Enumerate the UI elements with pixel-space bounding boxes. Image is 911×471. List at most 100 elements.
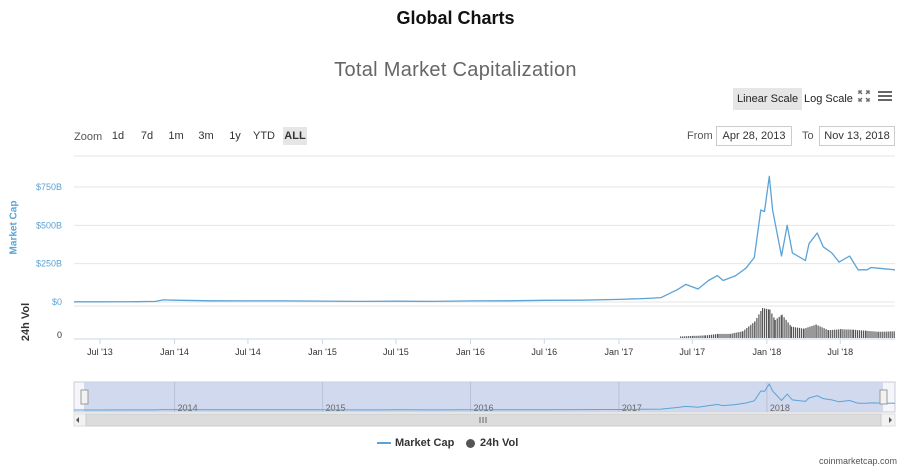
volume-bar <box>819 326 821 338</box>
navigator-selection[interactable] <box>84 382 883 412</box>
volume-bar <box>809 326 811 338</box>
x-tick-label: Jul '17 <box>679 347 705 357</box>
volume-bar <box>725 333 727 338</box>
scroll-left-icon[interactable] <box>76 417 79 423</box>
zoom-button-1y[interactable]: 1y <box>229 130 241 142</box>
volume-bar <box>881 331 883 338</box>
volume-bar <box>762 308 764 338</box>
range-from-label: From <box>687 130 713 142</box>
volume-bar <box>721 333 723 338</box>
volume-bar <box>836 329 838 338</box>
volume-bar <box>748 326 750 338</box>
zoom-label: Zoom <box>74 131 103 143</box>
zoom-button-3m[interactable]: 3m <box>198 130 214 142</box>
volume-bar <box>783 317 785 338</box>
volume-bar <box>688 336 690 338</box>
volume-bar <box>778 316 780 338</box>
volume-bar <box>885 331 887 338</box>
y-tick-label: $500B <box>36 220 62 230</box>
volume-bar <box>887 331 889 338</box>
volume-bar <box>875 331 877 338</box>
volume-bar <box>823 328 825 338</box>
fullscreen-icon[interactable] <box>858 90 870 102</box>
volume-bar <box>889 331 891 338</box>
legend-label-market-cap: Market Cap <box>395 437 455 449</box>
volume-bar <box>891 331 893 338</box>
volume-bar <box>842 329 844 338</box>
chart-title: Total Market Capitalization <box>334 59 577 81</box>
volume-bar <box>834 329 836 338</box>
volume-bar <box>742 331 744 338</box>
menu-icon[interactable] <box>878 90 892 102</box>
zoom-button-1d[interactable]: 1d <box>111 130 125 142</box>
volume-bar <box>854 329 856 338</box>
volume-bar <box>869 331 871 338</box>
volume-bar <box>860 330 862 338</box>
x-tick-label: Jul '14 <box>235 347 261 357</box>
volume-bar <box>893 331 895 338</box>
volume-bar <box>792 326 794 338</box>
volume-bar <box>787 322 789 338</box>
volume-bar <box>764 308 766 338</box>
volume-bar <box>850 329 852 338</box>
volume-bar <box>729 333 731 338</box>
volume-bar <box>719 333 721 338</box>
volume-bar <box>739 331 741 338</box>
navigator-year-label: 2017 <box>622 403 642 413</box>
volume-bar <box>790 326 792 338</box>
volume-bar <box>811 326 813 338</box>
volume-bar <box>828 330 830 338</box>
zoom-button-all[interactable]: ALL <box>283 127 307 145</box>
volume-bar <box>800 328 802 338</box>
volume-bar <box>798 327 800 338</box>
y-tick-label: $250B <box>36 259 62 269</box>
volume-bar <box>714 334 717 338</box>
zoom-button-7d[interactable]: 7d <box>140 130 154 142</box>
volume-bar <box>758 314 760 338</box>
x-tick-label: Jul '18 <box>827 347 853 357</box>
zoom-button-ytd[interactable]: YTD <box>253 130 275 142</box>
volume-bar <box>733 333 735 338</box>
legend-item-market-cap[interactable]: Market Cap <box>377 437 454 449</box>
legend-item-vol[interactable]: 24h Vol <box>466 437 518 449</box>
volume-bar <box>708 334 711 338</box>
log-scale-button[interactable]: Log Scale <box>804 93 853 105</box>
linear-scale-button[interactable]: Linear Scale <box>733 88 803 110</box>
volume-bar <box>877 331 879 338</box>
volume-bar <box>717 333 719 338</box>
navigator-year-label: 2016 <box>474 403 494 413</box>
market-cap-line <box>74 175 896 303</box>
volume-bar <box>844 329 846 338</box>
range-to-input[interactable]: Nov 13, 2018 <box>819 126 895 146</box>
scroll-right-icon[interactable] <box>889 417 892 423</box>
volume-bar <box>873 331 875 338</box>
volume-bar <box>871 331 873 338</box>
credit-text: coinmarketcap.com <box>818 456 897 466</box>
y-tick-label: $750B <box>36 182 62 192</box>
volume-bar <box>815 324 817 338</box>
volume-bar <box>832 329 834 338</box>
navigator-handle-left[interactable] <box>80 389 89 405</box>
volume-bar <box>773 317 775 338</box>
volume-bar <box>686 336 688 338</box>
volume-bar <box>856 330 858 338</box>
navigator-handle-right[interactable] <box>879 389 888 405</box>
volume-bar <box>684 336 686 338</box>
volume-bar <box>746 328 748 338</box>
volume-bar <box>785 319 787 338</box>
x-tick-label: Jul '16 <box>531 347 557 357</box>
volume-bar <box>690 336 692 338</box>
x-tick-label: Jan '16 <box>456 347 485 357</box>
chart-area: $0 $250B $500B $750B 0 Jul '13 Jan '14 Jul '14 J… <box>36 155 896 427</box>
volume-bar <box>700 335 702 338</box>
volume-bar <box>838 329 840 338</box>
navigator-line <box>74 382 896 411</box>
x-tick-label: Jul '15 <box>383 347 409 357</box>
volume-bar <box>813 325 815 338</box>
vol-tick-label: 0 <box>57 330 62 340</box>
zoom-button-1m[interactable]: 1m <box>168 130 184 142</box>
range-from-input[interactable]: Apr 28, 2013 <box>716 126 792 146</box>
volume-bar <box>737 332 739 338</box>
volume-bar <box>754 321 756 338</box>
volume-bar <box>821 327 823 338</box>
